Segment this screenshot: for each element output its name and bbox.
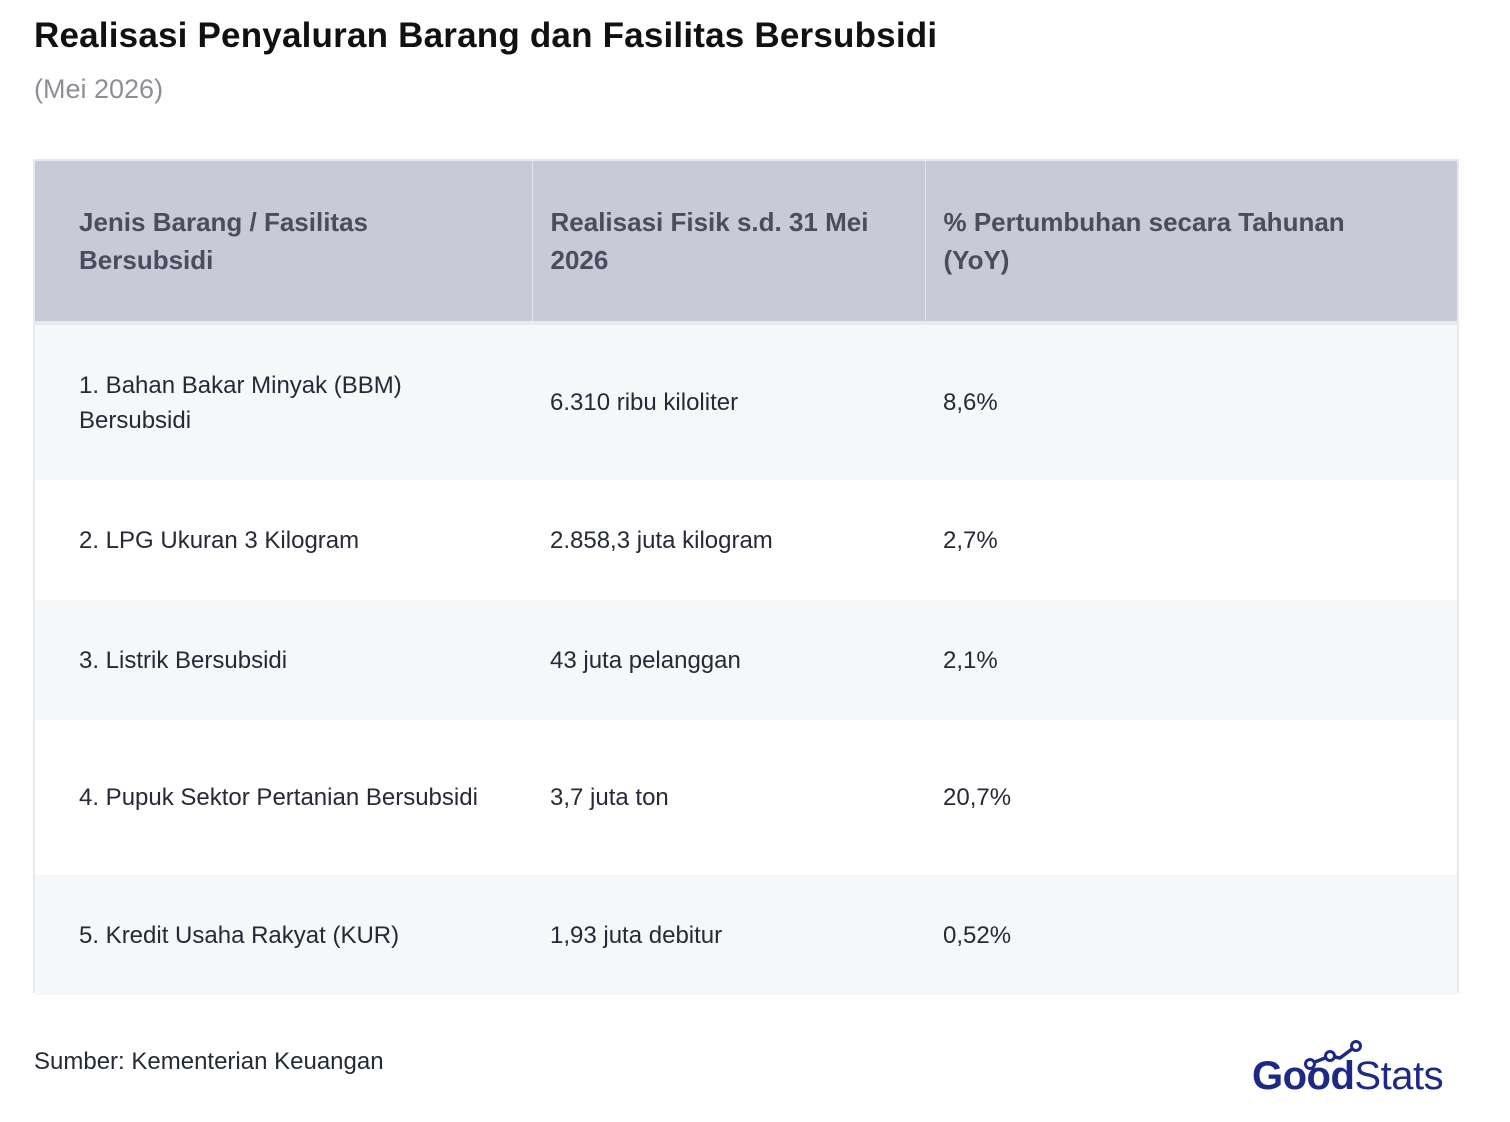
logo-text-stats: Stats — [1354, 1054, 1444, 1098]
table-row: 2. LPG Ukuran 3 Kilogram 2.858,3 juta ki… — [35, 480, 1457, 600]
table-cell-jenis: 5. Kredit Usaha Rakyat (KUR) — [35, 875, 532, 995]
table-row: 5. Kredit Usaha Rakyat (KUR) 1,93 juta d… — [35, 875, 1457, 995]
logo-text-good: Good — [1252, 1054, 1355, 1098]
table-cell-pertumbuhan: 8,6% — [925, 323, 1457, 480]
source-note: Sumber: Kementerian Keuangan — [34, 1048, 384, 1075]
table-cell-jenis: 3. Listrik Bersubsidi — [35, 600, 532, 720]
data-table-container: Jenis Barang / Fasilitas Bersubsidi Real… — [33, 159, 1459, 995]
table-cell-jenis: 4. Pupuk Sektor Pertanian Bersubsidi — [35, 720, 532, 875]
page-subtitle: (Mei 2026) — [34, 74, 164, 104]
column-header-realisasi: Realisasi Fisik s.d. 31 Mei 2026 — [532, 161, 926, 325]
table-cell-realisasi: 6.310 ribu kiloliter — [532, 323, 925, 480]
logo-wordmark: GoodStats — [1252, 1054, 1444, 1099]
table-cell-pertumbuhan: 2,7% — [925, 480, 1457, 600]
table-row: 3. Listrik Bersubsidi 43 juta pelanggan … — [35, 600, 1457, 720]
table-cell-pertumbuhan: 2,1% — [925, 600, 1457, 720]
column-header-jenis: Jenis Barang / Fasilitas Bersubsidi — [35, 161, 533, 325]
table-cell-realisasi: 1,93 juta debitur — [532, 875, 925, 995]
table-cell-realisasi: 3,7 juta ton — [532, 720, 925, 875]
table-cell-realisasi: 43 juta pelanggan — [532, 600, 925, 720]
trend-line-icon — [1304, 1040, 1362, 1070]
table-cell-realisasi: 2.858,3 juta kilogram — [532, 480, 925, 600]
table-row: 4. Pupuk Sektor Pertanian Bersubsidi 3,7… — [35, 720, 1457, 875]
data-table: Jenis Barang / Fasilitas Bersubsidi Real… — [35, 161, 1457, 995]
table-row: 1. Bahan Bakar Minyak (BBM) Bersubsidi 6… — [35, 323, 1457, 480]
table-cell-pertumbuhan: 0,52% — [925, 875, 1457, 995]
table-header-row: Jenis Barang / Fasilitas Bersubsidi Real… — [35, 161, 1457, 325]
table-cell-jenis: 1. Bahan Bakar Minyak (BBM) Bersubsidi — [35, 323, 532, 480]
page-title: Realisasi Penyaluran Barang dan Fasilita… — [34, 16, 938, 55]
column-header-pertumbuhan: % Pertumbuhan secara Tahunan (YoY) — [925, 161, 1457, 325]
goodstats-logo: GoodStats — [1252, 1034, 1462, 1100]
table-cell-jenis: 2. LPG Ukuran 3 Kilogram — [35, 480, 532, 600]
table-cell-pertumbuhan: 20,7% — [925, 720, 1457, 875]
